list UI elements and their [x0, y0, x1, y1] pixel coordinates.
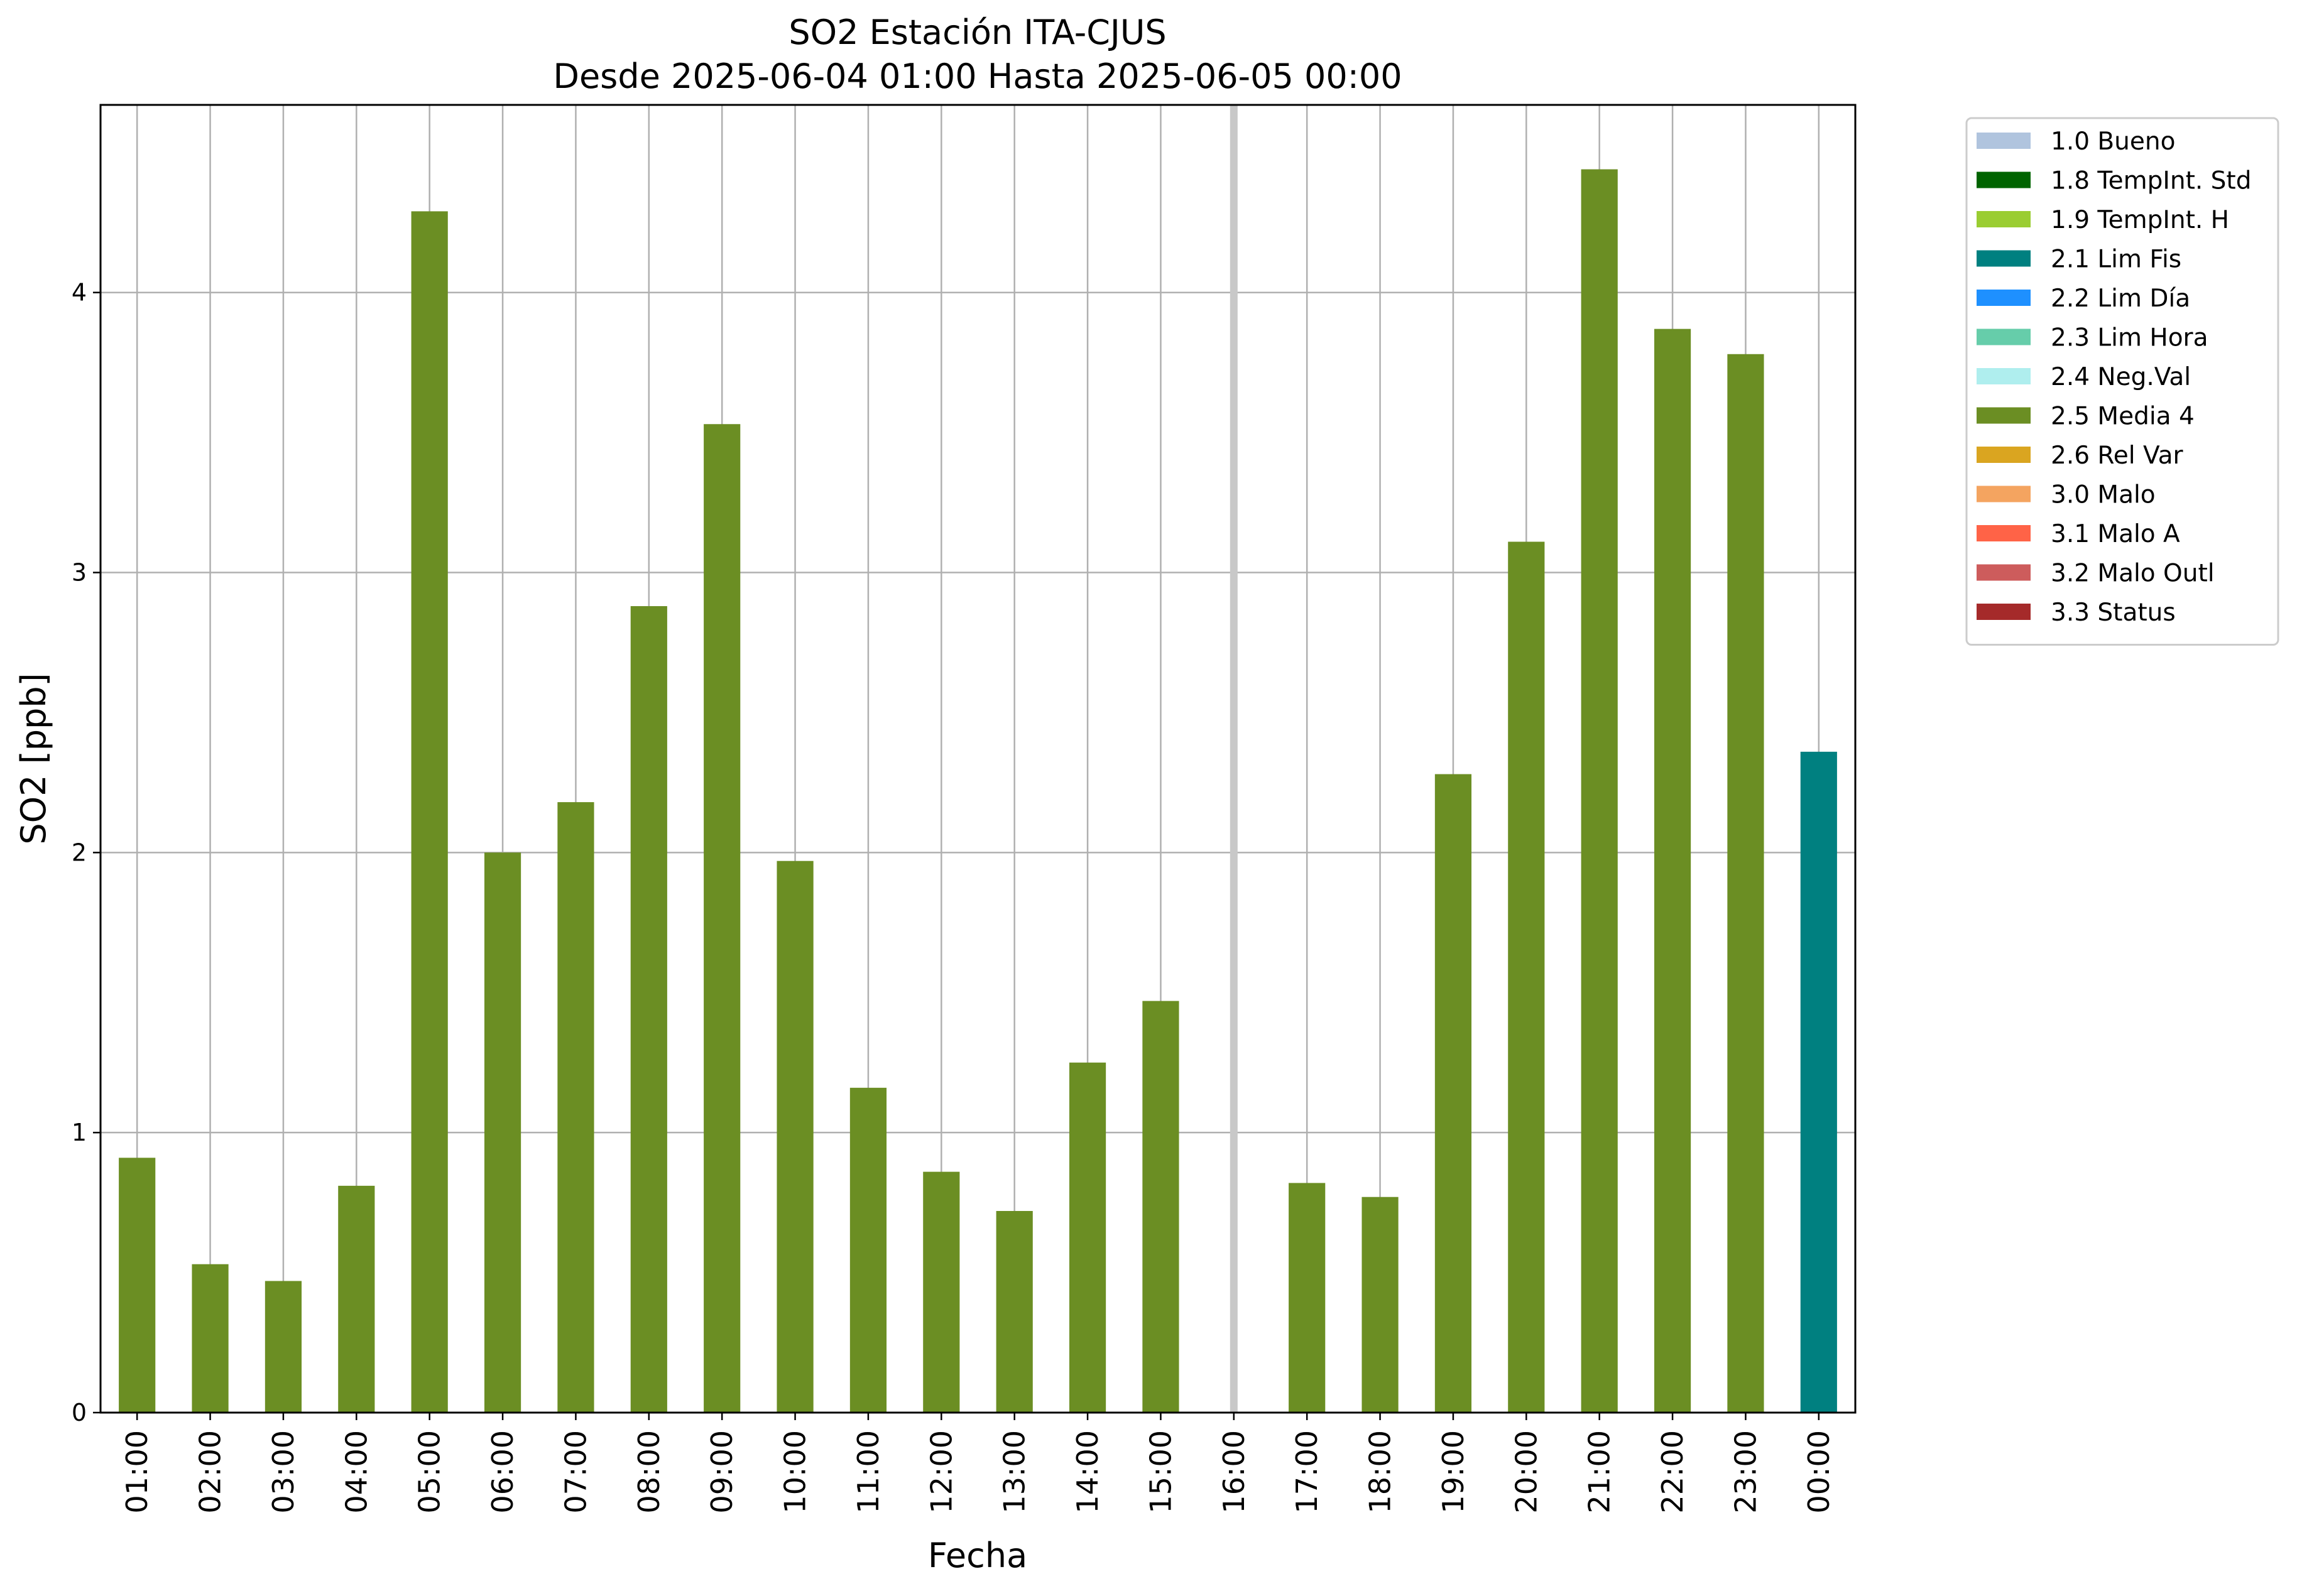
legend-label: 3.1 Malo A	[2051, 520, 2180, 548]
legend-label: 2.2 Lim Día	[2051, 285, 2190, 313]
y-tick-label: 4	[72, 279, 87, 307]
x-tick-label: 00:00	[1802, 1430, 1836, 1514]
legend-swatch	[1977, 171, 2031, 188]
x-tick-label: 10:00	[778, 1430, 812, 1514]
y-axis: 0 1 2 3 4	[72, 279, 101, 1426]
x-axis-label: Fecha	[928, 1536, 1027, 1575]
x-tick-label: 07:00	[559, 1430, 592, 1514]
legend-label: 2.3 Lim Hora	[2051, 324, 2208, 352]
x-tick-label: 01:00	[120, 1430, 154, 1514]
bar	[411, 211, 448, 1413]
bar	[1727, 354, 1764, 1413]
x-tick-label: 16:00	[1217, 1430, 1251, 1514]
missing-value-marker	[1230, 105, 1238, 1413]
legend-swatch	[1977, 525, 2031, 541]
bar	[1654, 328, 1691, 1413]
x-tick-label: 17:00	[1290, 1430, 1324, 1514]
legend-swatch	[1977, 290, 2031, 306]
y-tick-label: 2	[72, 839, 87, 866]
bar	[484, 852, 521, 1413]
legend-label: 3.0 Malo	[2051, 481, 2156, 509]
legend-label: 2.6 Rel Var	[2051, 442, 2184, 470]
x-tick-label: 14:00	[1071, 1430, 1105, 1514]
bar	[119, 1158, 156, 1413]
x-axis: 01:00 02:00 03:00 04:00 05:00 06:00 07:00 08:00…	[120, 1413, 1836, 1514]
x-tick-label: 03:00	[266, 1430, 300, 1514]
bar	[557, 802, 594, 1413]
x-tick-label: 22:00	[1656, 1430, 1689, 1514]
chart-title: SO2 Estación ITA-CJUS	[788, 13, 1166, 52]
bar	[1508, 541, 1545, 1413]
legend-label: 2.4 Neg.Val	[2051, 363, 2191, 391]
bar	[1069, 1062, 1106, 1413]
x-tick-label: 18:00	[1363, 1430, 1397, 1514]
legend-swatch	[1977, 133, 2031, 149]
bar	[1434, 774, 1472, 1413]
x-tick-label: 09:00	[705, 1430, 739, 1514]
bar	[338, 1185, 375, 1413]
x-tick-label: 02:00	[194, 1430, 227, 1514]
x-tick-label: 21:00	[1583, 1430, 1617, 1514]
bar	[265, 1281, 302, 1413]
x-tick-label: 19:00	[1436, 1430, 1470, 1514]
legend-label: 3.3 Status	[2051, 599, 2176, 627]
x-tick-label: 06:00	[486, 1430, 520, 1514]
plot-frame	[99, 104, 1857, 1414]
y-tick-label: 0	[72, 1399, 87, 1426]
legend-label: 2.5 Media 4	[2051, 403, 2195, 431]
chart-subtitle: Desde 2025-06-04 01:00 Hasta 2025-06-05 …	[553, 57, 1402, 96]
bar	[1289, 1183, 1326, 1413]
bar	[630, 606, 667, 1413]
x-tick-label: 08:00	[632, 1430, 666, 1514]
legend-box	[1965, 117, 2279, 646]
x-tick-label: 11:00	[851, 1430, 885, 1514]
legend-label: 3.2 Malo Outl	[2051, 560, 2215, 588]
bar	[704, 424, 741, 1413]
bar	[923, 1171, 960, 1413]
x-tick-label: 20:00	[1509, 1430, 1543, 1514]
legend-swatch	[1977, 564, 2031, 581]
legend-label: 1.0 Bueno	[2051, 128, 2175, 156]
bar	[849, 1087, 887, 1413]
legend-swatch	[1977, 368, 2031, 384]
y-tick-label: 3	[72, 559, 87, 587]
bar	[1800, 751, 1837, 1413]
bar	[1142, 1001, 1179, 1413]
legend-swatch	[1977, 211, 2031, 227]
x-tick-label: 04:00	[339, 1430, 373, 1514]
legend-swatch	[1977, 407, 2031, 424]
legend-swatch	[1977, 604, 2031, 620]
bar	[192, 1264, 229, 1413]
x-tick-label: 23:00	[1728, 1430, 1762, 1514]
x-tick-label: 05:00	[413, 1430, 447, 1514]
legend-swatch	[1977, 486, 2031, 502]
bars-layer	[119, 105, 1837, 1413]
legend: 1.0 Bueno 1.8 TempInt. Std 1.9 TempInt. H 2…	[1965, 117, 2279, 646]
y-axis-label: SO2 [ppb]	[14, 673, 53, 844]
y-tick-label: 1	[72, 1119, 87, 1146]
legend-label: 2.1 Lim Fis	[2051, 246, 2181, 274]
x-tick-label: 12:00	[924, 1430, 958, 1514]
x-tick-label: 13:00	[998, 1430, 1032, 1514]
bar	[777, 860, 814, 1413]
legend-label: 1.9 TempInt. H	[2051, 206, 2229, 234]
legend-swatch	[1977, 250, 2031, 267]
x-tick-label: 15:00	[1143, 1430, 1177, 1514]
legend-swatch	[1977, 328, 2031, 345]
bar	[1581, 169, 1618, 1413]
bar	[996, 1211, 1033, 1413]
bar	[1361, 1197, 1399, 1413]
legend-swatch	[1977, 447, 2031, 463]
legend-label: 1.8 TempInt. Std	[2051, 167, 2251, 195]
